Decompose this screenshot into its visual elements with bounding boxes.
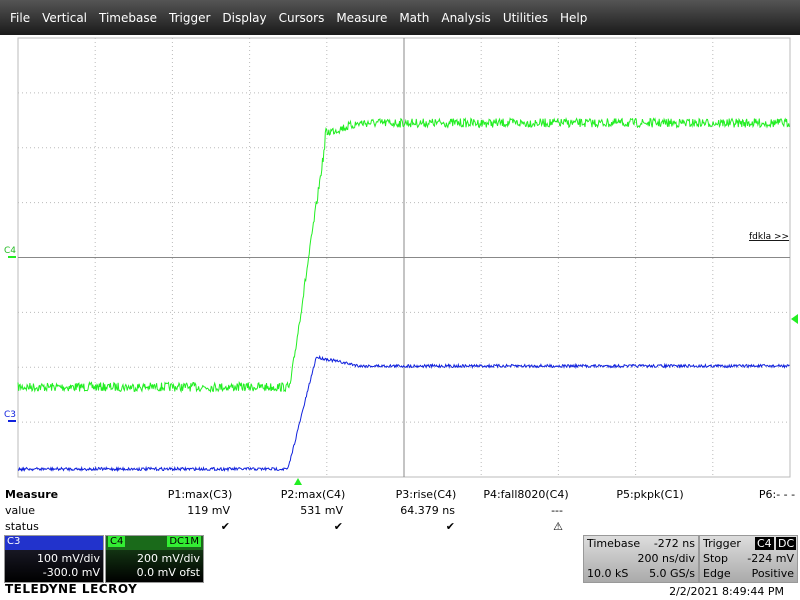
measure-name: P3:rise(C4) xyxy=(395,488,457,501)
tb-samples: 10.0 kS xyxy=(587,567,629,580)
trigger-level-marker xyxy=(791,314,798,324)
menu-item[interactable]: File xyxy=(10,10,31,25)
c3-offset: -300.0 mV xyxy=(42,566,100,579)
measure-table: Measure value status P1:max(C3) 119 mV ✔ P2… xyxy=(0,486,800,534)
annotation: fdkla >> xyxy=(749,232,789,242)
trig-mode: Stop xyxy=(703,552,729,565)
c4-label: C4 xyxy=(4,246,16,256)
measure-value: 64.379 ns xyxy=(400,504,455,517)
measure-name: P6:- - - xyxy=(758,488,796,501)
c3-panel[interactable]: C3 100 mV/div -300.0 mV xyxy=(4,535,104,583)
measure-name: P2:max(C4) xyxy=(280,488,346,501)
plot: C4 C3 fdkla >> xyxy=(4,37,798,485)
c4-coupling: DC1M xyxy=(167,536,201,547)
c3-name: C3 xyxy=(5,536,103,550)
tb-delay: -272 ns xyxy=(653,537,695,550)
trig-title: Trigger xyxy=(703,537,741,550)
measure-name: P4:fall8020(C4) xyxy=(483,488,569,501)
measure-name: P5:pkpk(C1) xyxy=(616,488,684,501)
trigger-time-marker xyxy=(294,478,302,485)
measure-value: 119 mV xyxy=(187,504,230,517)
row-label: status xyxy=(5,520,39,533)
menu-item[interactable]: Display xyxy=(222,10,267,25)
datetime: 2/2/2021 8:49:44 PM xyxy=(669,585,784,598)
measure-status: ⚠ xyxy=(553,520,563,533)
menu-item[interactable]: Analysis xyxy=(441,10,491,25)
c3-vdiv: 100 mV/div xyxy=(37,552,100,565)
measure-value: --- xyxy=(551,504,563,517)
tb-tdiv: 200 ns/div xyxy=(637,552,695,565)
measure-status: ✔ xyxy=(445,520,455,533)
brand: TELEDYNE LECROY xyxy=(5,582,138,596)
menu-bar: File Vertical Timebase Trigger Display Cursor… xyxy=(0,0,800,35)
trig-source: C4 xyxy=(755,537,774,550)
menu-item[interactable]: Trigger xyxy=(169,10,211,25)
menu-item[interactable]: Cursors xyxy=(278,10,325,25)
timebase-panel[interactable]: Timebase -272 ns 200 ns/div 10.0 kS 5.0 … xyxy=(583,535,699,583)
measure-status: ✔ xyxy=(220,520,230,533)
menu-item[interactable]: Math xyxy=(399,10,430,25)
c4-name: C4 xyxy=(108,536,126,547)
tb-rate: 5.0 GS/s xyxy=(649,567,695,580)
measure-name: P1:max(C3) xyxy=(167,488,233,501)
trig-coupling: DC xyxy=(776,537,797,550)
trigger-panel[interactable]: Trigger C4 DC Stop -224 mV Edge Positive xyxy=(699,535,798,583)
menu-item[interactable]: Timebase xyxy=(99,10,157,25)
trig-level: -224 mV xyxy=(747,552,794,565)
menu-item[interactable]: Measure xyxy=(336,10,388,25)
measure-value: 531 mV xyxy=(300,504,343,517)
tb-title: Timebase xyxy=(587,537,641,550)
trace xyxy=(17,354,790,473)
trig-slope: Positive xyxy=(751,567,794,580)
menu-item[interactable]: Utilities xyxy=(502,10,548,25)
trace xyxy=(17,117,790,394)
menu-item[interactable]: Help xyxy=(559,10,588,25)
row-label: value xyxy=(5,504,36,517)
c4-offset: 0.0 mV ofst xyxy=(136,566,200,579)
c4-panel[interactable]: C4 DC1M 200 mV/div 0.0 mV ofst xyxy=(105,535,204,583)
trig-type: Edge xyxy=(703,567,731,580)
measure-status: ✔ xyxy=(333,520,343,533)
measure-title: Measure xyxy=(5,488,59,501)
c4-vdiv: 200 mV/div xyxy=(137,552,200,565)
c3-label: C3 xyxy=(4,410,16,420)
menu-item[interactable]: Vertical xyxy=(42,10,88,25)
